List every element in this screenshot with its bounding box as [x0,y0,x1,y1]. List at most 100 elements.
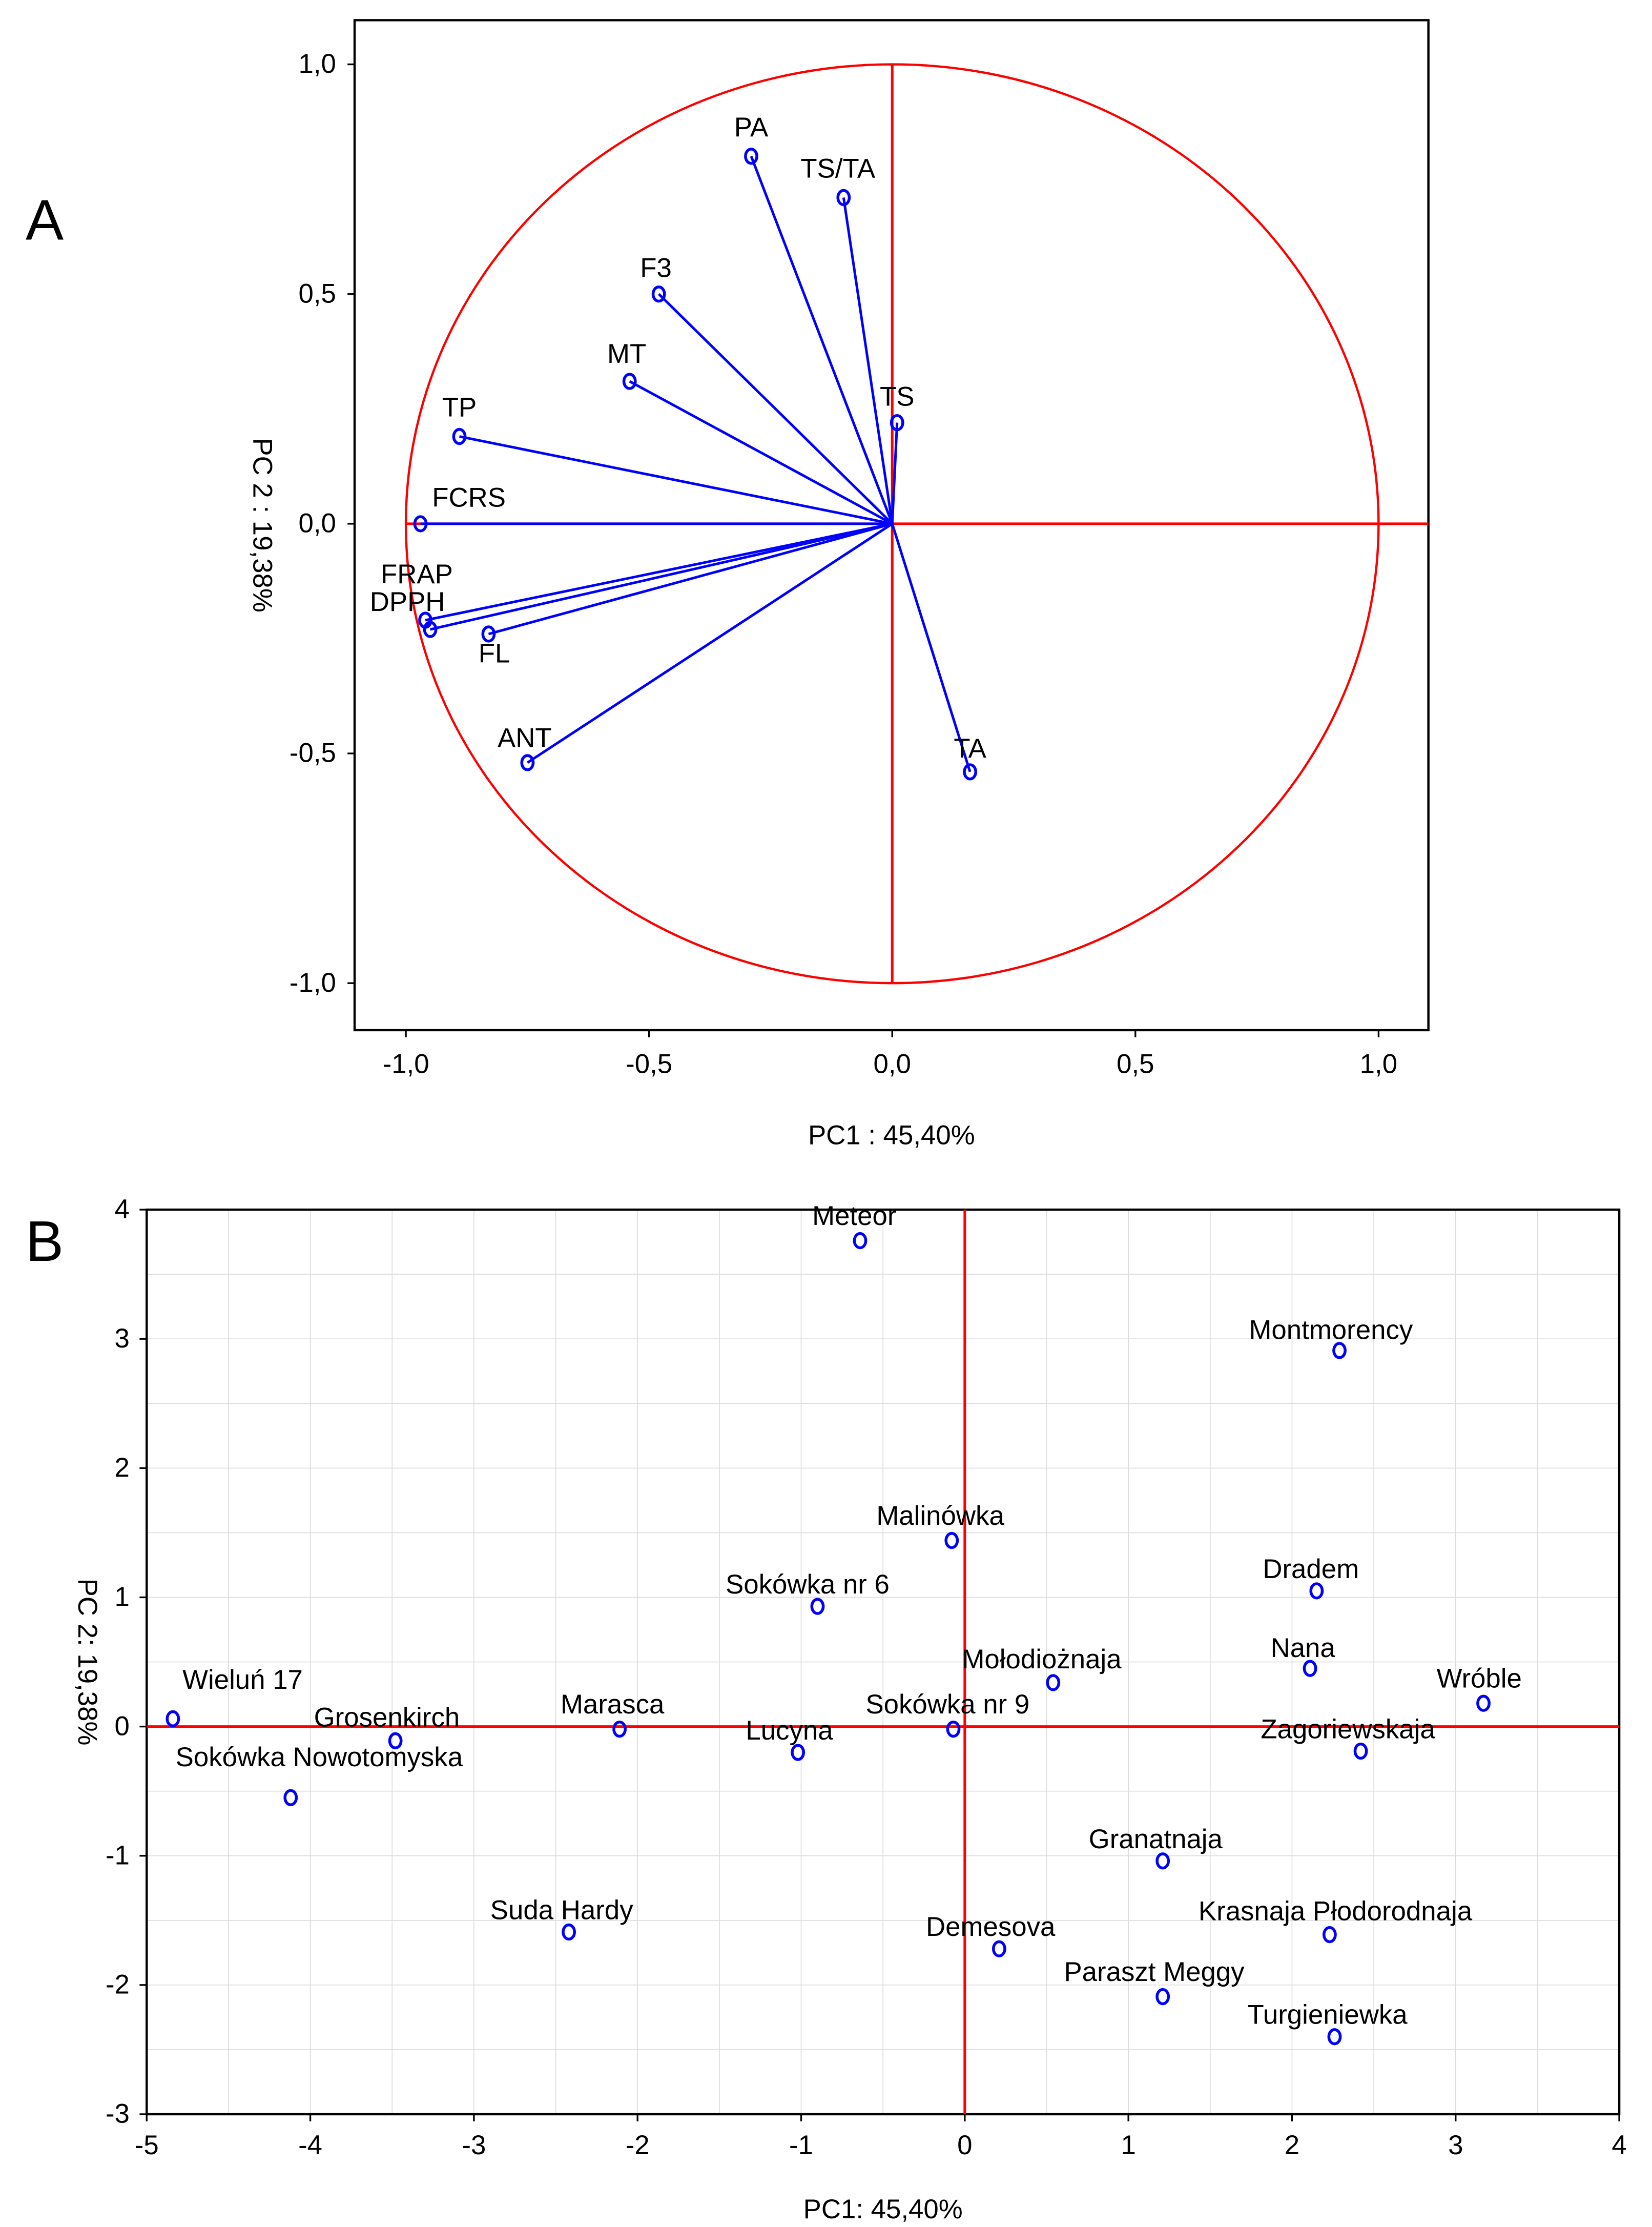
point-label: TS [880,381,914,412]
x-tick-label: -1 [789,2130,813,2160]
point-label: Montmorency [1249,1315,1413,1345]
point-label: TS/TA [800,154,875,184]
loading-vector [430,522,893,631]
loading-vector [750,155,894,524]
x-tick-label: 3 [1448,2130,1463,2160]
data-point [651,285,666,303]
point-label: Meteor [812,1201,896,1231]
data-point [481,625,496,643]
point-label: Wróble [1437,1664,1522,1694]
data-point [423,621,438,638]
data-point [992,1940,1006,1957]
data-point [452,427,467,445]
point-label: TP [442,393,477,423]
data-point [810,1598,825,1615]
plot-frame [146,1208,1621,2116]
point-label: FRAP [381,559,453,589]
point-label: Nana [1271,1633,1336,1663]
point-label: Paraszt Meggy [1064,1957,1245,1987]
point-label: Granatnaja [1089,1824,1223,1854]
point-label: ANT [498,723,552,753]
panel-a-label: A [26,188,64,252]
point-label: Demesova [926,1912,1056,1942]
x-tick-label: 0,0 [874,1049,911,1079]
x-tick-label: 2 [1285,2130,1299,2160]
data-point [1046,1674,1061,1691]
point-label: Sokówka nr 9 [865,1689,1029,1720]
point-label: Marasca [561,1689,665,1720]
point-label: PA [734,112,769,142]
y-tick-label: 1 [115,1582,130,1612]
point-label: Krasnaja Płodorodnaja [1199,1896,1473,1927]
scores-plot: -5 -4 -3 -2 -1 0 1 2 3 4 4 3 2 1 0 -1 -2 -3 PC1: 45,40% PC … [72,1194,1627,2224]
x-tick-label: -2 [626,2130,650,2160]
loading-vector [488,522,893,636]
y-tick-label: -0,5 [290,738,336,768]
data-point [946,1720,961,1738]
point-label: Wieluń 17 [182,1665,303,1695]
panel-b-label: B [26,1209,64,1273]
loading-vector [425,522,893,622]
y-tick-label: -3 [106,2099,130,2129]
data-point [388,1732,403,1750]
point-label: MT [607,339,646,369]
x-tick-label: 1 [1121,2130,1135,2160]
y-tick-label: -1 [106,1840,130,1870]
x-tick-label: -0,5 [626,1049,672,1079]
data-point [413,515,428,533]
point-label: TA [954,733,986,764]
data-point [166,1710,180,1728]
y-axis-label: PC 2: 19,38% [72,1579,102,1746]
x-tick-label: 4 [1612,2130,1626,2160]
loadings-plot: -1,0 -0,5 0,0 0,5 1,0 1,0 0,5 0,0 -0,5 -1,0 PC1 : … [247,19,1430,1150]
point-label: Turgieniewka [1248,2000,1408,2030]
x-axis-label: PC1: 45,40% [803,2194,963,2224]
data-point [890,414,904,432]
point-label: Suda Hardy [490,1895,633,1925]
y-tick-label: 0 [115,1711,130,1741]
loading-vector [629,380,893,525]
loading-vector [891,523,972,772]
x-tick-label: 0 [957,2130,972,2160]
y-axis-label: PC 2 : 19,38% [247,438,278,612]
x-tick-label: -4 [298,2130,322,2160]
loading-vector [459,435,893,525]
point-label: Sokówka Nowotomyska [176,1742,463,1772]
y-tick-label: 1,0 [299,49,336,79]
y-tick-label: 3 [115,1323,130,1354]
y-tick-label: -1,0 [290,968,336,998]
loading-vector [842,197,894,524]
data-point [1309,1582,1324,1600]
point-label: FL [479,639,510,669]
data-point [1155,1852,1170,1870]
point-label: Malinówka [876,1501,1004,1531]
x-tick-label: 1,0 [1360,1049,1397,1079]
y-tick-label: 2 [115,1453,130,1483]
y-tick-label: 0,5 [299,278,336,309]
data-point [853,1232,868,1250]
loading-vector [527,522,893,764]
point-label: Mołodiożnaja [962,1644,1122,1674]
data-point [1155,1988,1170,2006]
data-point [836,189,851,207]
x-tick-label: -1,0 [383,1049,429,1079]
loading-vector [657,293,893,525]
x-tick-label: -5 [135,2130,159,2160]
data-point [562,1923,576,1941]
point-label: FCRS [432,483,506,513]
data-point [1476,1694,1491,1712]
point-label: Dradem [1263,1554,1359,1584]
y-tick-label: 4 [115,1194,130,1224]
data-point [1327,2028,1342,2046]
data-point [944,1531,959,1549]
data-point [1332,1342,1347,1359]
point-label: Zagoriewskaja [1261,1714,1435,1744]
data-point [612,1720,627,1738]
data-point [520,754,535,771]
point-label: Grosenkirch [314,1703,460,1733]
data-point [283,1789,298,1806]
x-tick-label: 0,5 [1117,1049,1154,1079]
data-point [1303,1660,1317,1677]
data-point [622,373,637,390]
